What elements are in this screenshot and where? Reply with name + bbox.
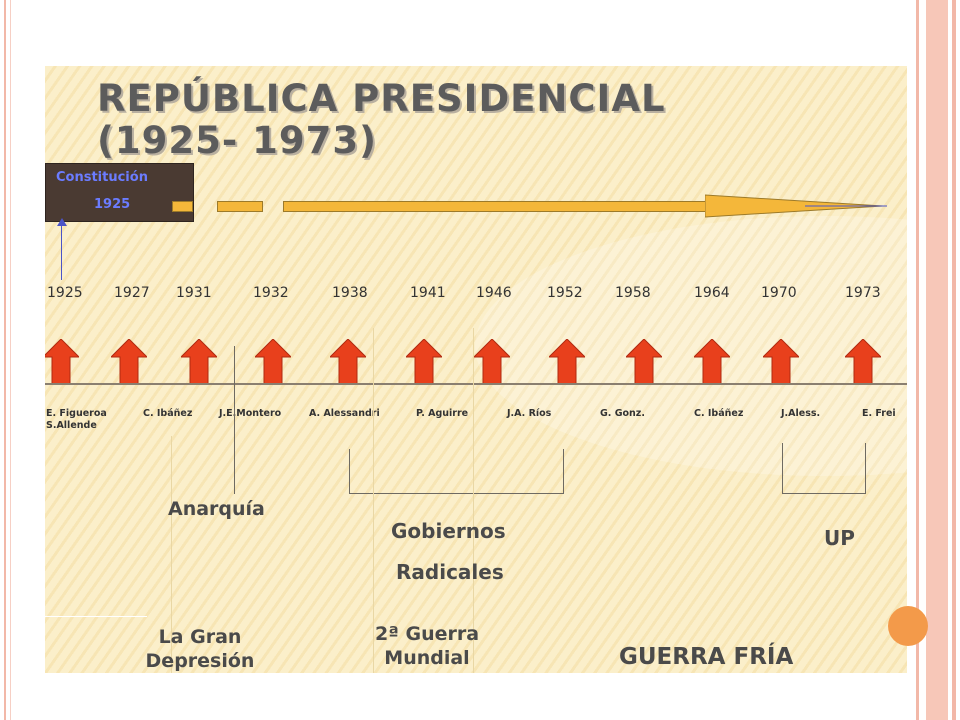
- up-arrow-icon: [255, 339, 291, 385]
- president-label: J.E.Montero: [219, 408, 282, 419]
- period-separator: [171, 436, 172, 673]
- year-label: 1941: [410, 285, 446, 301]
- president-label: E. Frei: [862, 408, 896, 419]
- period-line: La Gran: [158, 626, 242, 648]
- up-arrow-icon: [45, 339, 79, 385]
- up-arrow-icon: [549, 339, 585, 385]
- year-label: 1938: [332, 285, 368, 301]
- year-label: 1973: [845, 285, 881, 301]
- period-separator: [45, 616, 147, 617]
- title-line-1: REPÚBLICA PRESIDENCIAL: [97, 77, 666, 120]
- period-line: Mundial: [384, 647, 470, 669]
- up-arrow-icon: [406, 339, 442, 385]
- president-label: J.A. Ríos: [507, 408, 552, 419]
- up-arrow-icon: [763, 339, 799, 385]
- period-line: 2ª Guerra: [374, 623, 480, 645]
- up-arrow-icon: [474, 339, 510, 385]
- up-bracket-bottom: [782, 493, 866, 494]
- year-label: 1946: [476, 285, 512, 301]
- timeline-baseline: [45, 383, 907, 385]
- president-label: P. Aguirre: [416, 408, 469, 419]
- timeline-bar: [283, 201, 708, 212]
- year-label: 1927: [114, 285, 150, 301]
- up-label: UP: [824, 526, 855, 550]
- up-arrow-icon: [694, 339, 730, 385]
- background-swoosh: [475, 216, 907, 476]
- anarquia-label: Anarquía: [168, 498, 265, 520]
- anarquia-marker-line: [234, 346, 235, 494]
- timeline-dash: [217, 201, 263, 212]
- year-label: 1958: [615, 285, 651, 301]
- decorative-dot: [888, 606, 928, 646]
- president-label: J.Aless.: [781, 408, 821, 419]
- up-arrow-icon: [330, 339, 366, 385]
- period-separator: [473, 328, 474, 673]
- constitution-pointer-line: [61, 222, 62, 280]
- president-label: C. Ibáñez: [143, 408, 193, 419]
- president-label: E. Figueroa S.Allende: [46, 408, 107, 432]
- period-line: Depresión: [145, 650, 255, 672]
- up-arrow-icon: [111, 339, 147, 385]
- president-name: S.Allende: [46, 420, 97, 431]
- year-label: 1964: [694, 285, 730, 301]
- constitution-label: Constitución: [56, 170, 148, 185]
- radicales-bracket-right: [563, 449, 564, 493]
- slide-frame-right: [916, 0, 960, 720]
- radicales-bracket-left: [349, 449, 350, 493]
- period-gran-depresion: La Gran Depresión: [125, 625, 275, 673]
- up-arrow-icon: [845, 339, 881, 385]
- constitution-year: 1925: [94, 197, 131, 212]
- period-guerra-fria: GUERRA FRÍA: [619, 644, 794, 670]
- title-line-2: (1925- 1973): [97, 119, 378, 162]
- year-label: 1952: [547, 285, 583, 301]
- president-label: A. Alessandri: [309, 408, 380, 419]
- year-label: 1925: [47, 285, 83, 301]
- year-label: 1970: [761, 285, 797, 301]
- radicales-label-line-1: Gobiernos: [391, 519, 506, 543]
- constitution-box: Constitución 1925: [45, 163, 194, 222]
- up-bracket-left: [782, 443, 783, 493]
- period-segunda-guerra: 2ª Guerra Mundial: [347, 622, 507, 670]
- timeline-arrow-head: [705, 194, 887, 218]
- period-separator: [373, 328, 374, 673]
- president-label: G. Gonz.: [600, 408, 645, 419]
- timeline-graphic: REPÚBLICA PRESIDENCIAL (1925- 1973) Cons…: [45, 66, 907, 673]
- up-arrow-icon: [181, 339, 217, 385]
- year-label: 1932: [253, 285, 289, 301]
- up-arrow-icon: [626, 339, 662, 385]
- timeline-dash: [172, 201, 193, 212]
- page-title: REPÚBLICA PRESIDENCIAL (1925- 1973): [97, 78, 666, 162]
- radicales-label-line-2: Radicales: [396, 560, 504, 584]
- up-bracket-right: [865, 443, 866, 493]
- radicales-bracket-bottom: [349, 493, 564, 494]
- slide-frame-left: [0, 0, 18, 720]
- president-name: E. Figueroa: [46, 408, 107, 419]
- year-label: 1931: [176, 285, 212, 301]
- president-label: C. Ibáñez: [694, 408, 744, 419]
- constitution-pointer-icon: [57, 218, 67, 226]
